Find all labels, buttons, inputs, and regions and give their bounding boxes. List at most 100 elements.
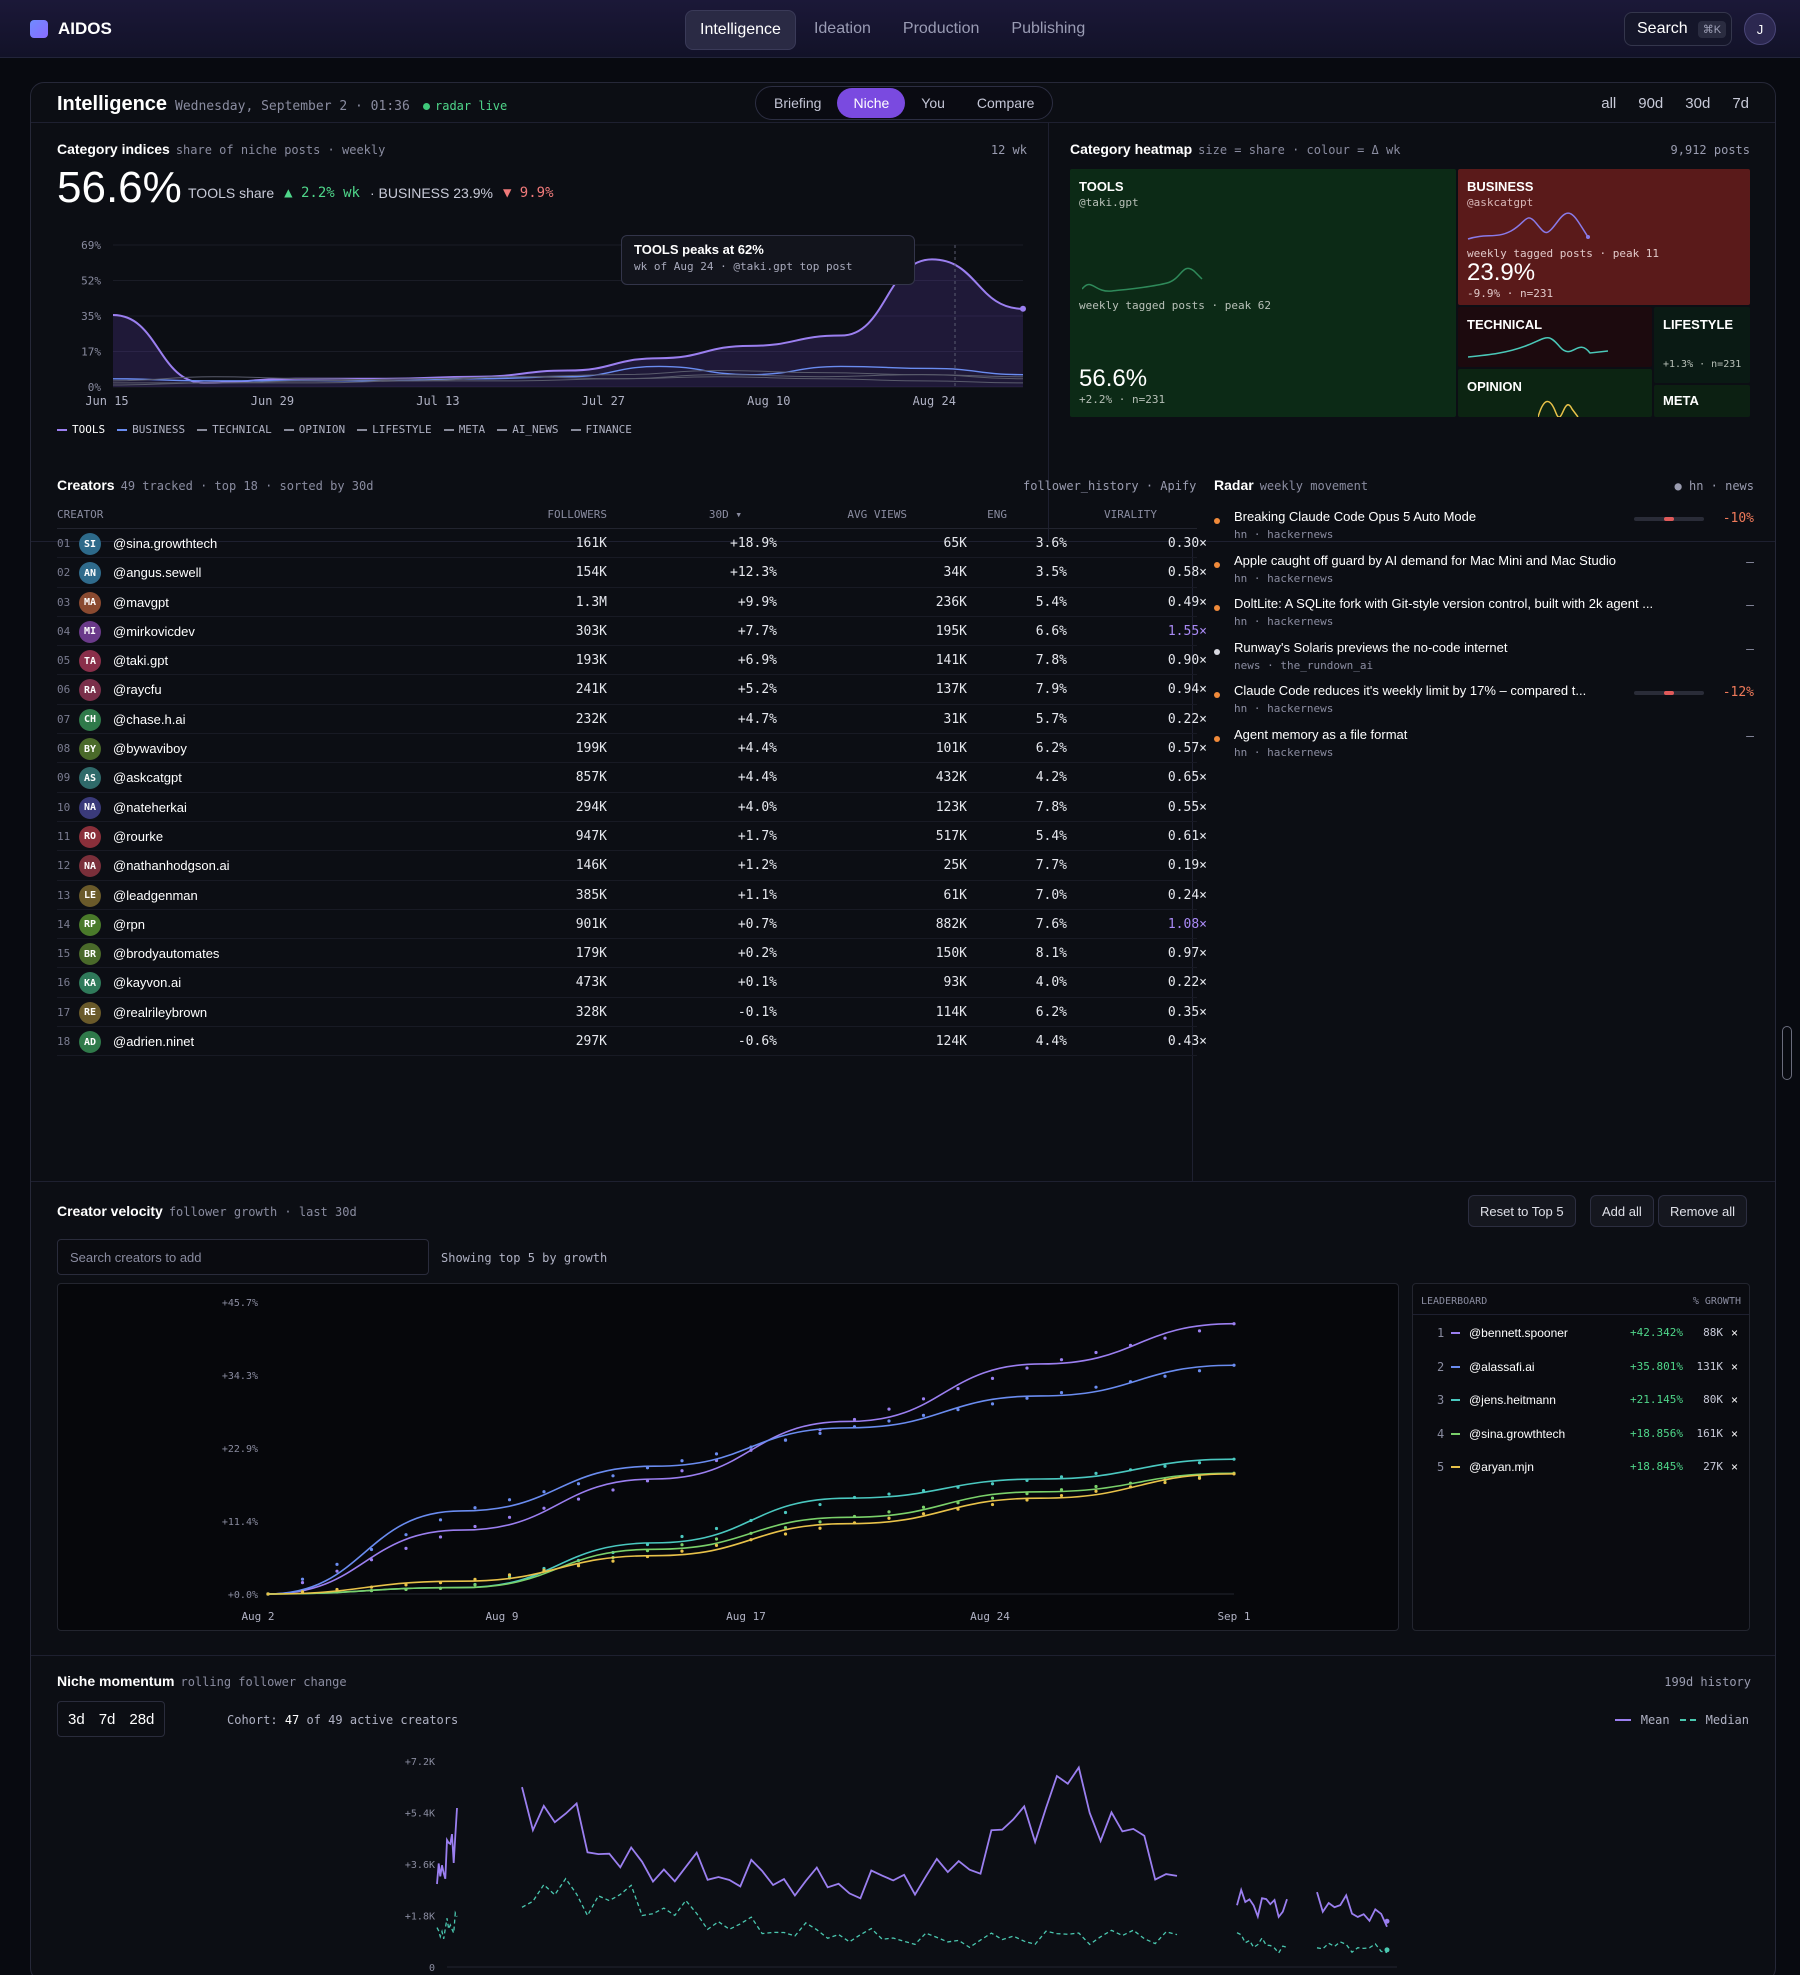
leaderboard-row[interactable]: 2 @alassafi.ai +35.801% 131K × [1413, 1350, 1749, 1384]
table-row[interactable]: NA 10 @nateherkai 294K +4.0% 123K 7.8% 0.55× [57, 793, 1207, 822]
tab-compare[interactable]: Compare [976, 95, 1035, 111]
creator-handle: @brodyautomates [113, 946, 220, 962]
remove-icon[interactable]: × [1731, 1359, 1739, 1374]
leaderboard-row[interactable]: 3 @jens.heitmann +21.145% 80K × [1413, 1383, 1749, 1417]
range-30d[interactable]: 30d [1685, 95, 1711, 112]
tab-niche[interactable]: Niche [837, 88, 906, 118]
momentum-subtitle: rolling follower change [180, 1675, 347, 1689]
reset-top5-button[interactable]: Reset to Top 5 [1468, 1195, 1576, 1227]
movement-value: — [1746, 554, 1754, 570]
leaderboard-row[interactable]: 4 @sina.growthtech +18.856% 161K × [1413, 1417, 1749, 1451]
legend-item[interactable]: BUSINESS [117, 423, 185, 436]
nav-production[interactable]: Production [902, 20, 980, 37]
table-row[interactable]: SI 01 @sina.growthtech 161K +18.9% 65K 3.6% 0.3… [57, 529, 1207, 559]
col-eng[interactable]: ENG [987, 508, 1007, 521]
search-button[interactable]: Search ⌘K [1624, 12, 1732, 46]
engagement-value: 7.7% [1035, 858, 1067, 874]
series-point [818, 1502, 822, 1507]
legend-item[interactable]: AI_NEWS [497, 423, 559, 436]
legend-item[interactable]: TECHNICAL [197, 423, 272, 436]
col-followers[interactable]: FOLLOWERS [547, 508, 607, 521]
nav-ideation[interactable]: Ideation [813, 20, 871, 37]
remove-icon[interactable]: × [1731, 1393, 1739, 1407]
table-row[interactable]: LE 13 @leadgenman 385K +1.1% 61K 7.0% 0.24× [57, 881, 1207, 910]
tile-business[interactable]: BUSINESS @askcatgpt weekly tagged posts … [1458, 169, 1750, 305]
legend-item[interactable]: OPINION [283, 423, 345, 436]
table-row[interactable]: BR 15 @brodyautomates 179K +0.2% 150K 8.1% 0.97… [57, 939, 1207, 969]
y-tick-label: +45.7% [222, 1298, 258, 1309]
remove-icon[interactable]: × [1731, 1426, 1739, 1441]
legend-label: TOOLS [72, 423, 106, 436]
tile-lifestyle[interactable]: LIFESTYLE +1.3% · n=231 [1654, 307, 1750, 383]
table-row[interactable]: AN 02 @angus.sewell 154K +12.3% 34K 3.5% 0.58× [57, 558, 1207, 588]
tab-you[interactable]: You [921, 95, 945, 111]
user-avatar[interactable]: J [1744, 13, 1776, 45]
radar-item[interactable]: DoltLite: A SQLite fork with Git-style v… [1214, 596, 1754, 639]
radar-item[interactable]: Apple caught off guard by AI demand for … [1214, 553, 1754, 596]
window-3d[interactable]: 3d [68, 1710, 85, 1728]
heatmap-subtitle: size = share · colour = Δ wk [1198, 143, 1401, 157]
radar-item[interactable]: Breaking Claude Code Opus 5 Auto Mode hn … [1214, 509, 1754, 552]
table-row[interactable]: RE 17 @realrileybrown 328K -0.1% 114K 6.2% 0.35… [57, 998, 1207, 1028]
legend-item[interactable]: TOOLS [57, 423, 105, 436]
table-row[interactable]: AD 18 @adrien.ninet 297K -0.6% 124K 4.4% 0.43× [57, 1027, 1207, 1057]
x-tick-label: Aug 24 [913, 394, 956, 408]
table-row[interactable]: NA 12 @nathanhodgson.ai 146K +1.2% 25K 7.7% 0.1… [57, 851, 1207, 881]
radar-item[interactable]: Runway's Solaris previews the no-code in… [1214, 640, 1754, 683]
col-virality[interactable]: VIRALITY [1104, 508, 1157, 521]
tile-meta[interactable]: META [1654, 385, 1750, 417]
legend-item[interactable]: FINANCE [570, 423, 632, 436]
followers-value: 901K [575, 916, 607, 932]
virality-value: 0.55× [1167, 799, 1207, 815]
radar-item[interactable]: Agent memory as a file format hn · hacker… [1214, 727, 1754, 770]
creator-search-input[interactable]: Search creators to add [57, 1239, 429, 1275]
col-30d[interactable]: 30D ▾ [708, 508, 742, 521]
scrollbar-thumb[interactable] [1782, 1026, 1792, 1080]
x-tick-label: Aug 17 [726, 1610, 766, 1623]
range-7d[interactable]: 7d [1732, 95, 1749, 112]
app-logo[interactable]: AIDOS [30, 19, 112, 39]
series-point [1163, 1480, 1167, 1485]
table-row[interactable]: MA 03 @mavgpt 1.3M +9.9% 236K 5.4% 0.49× [57, 588, 1207, 617]
tile-technical[interactable]: TECHNICAL [1458, 307, 1652, 367]
nav-intelligence[interactable]: Intelligence [685, 10, 796, 50]
col-avg-views[interactable]: AVG VIEWS [847, 508, 907, 521]
legend-item[interactable]: LIFESTYLE [357, 423, 432, 436]
remove-icon[interactable]: × [1731, 1460, 1739, 1474]
leaderboard-row[interactable]: 1 @bennett.spooner +42.342% 88K × [1413, 1316, 1749, 1350]
window-28d[interactable]: 28d [129, 1710, 155, 1728]
window-selector: 3d 7d 28d [57, 1701, 166, 1737]
table-row[interactable]: KA 16 @kayvon.ai 473K +0.1% 93K 4.0% 0.22× [57, 968, 1207, 998]
followers-value: 154K [575, 565, 607, 581]
window-7d[interactable]: 7d [98, 1710, 116, 1728]
radar-item[interactable]: Claude Code reduces it's weekly limit by… [1214, 683, 1754, 726]
table-row[interactable]: BY 08 @bywaviboy 199K +4.4% 101K 6.2% 0.57× [57, 734, 1207, 764]
range-all[interactable]: all [1601, 95, 1617, 112]
remove-all-button[interactable]: Remove all [1658, 1195, 1748, 1227]
tile-tools[interactable]: TOOLS @taki.gpt weekly tagged posts · pe… [1070, 169, 1456, 417]
col-creator[interactable]: CREATOR [57, 508, 104, 521]
leaderboard-row[interactable]: 5 @aryan.mjn +18.845% 27K × [1413, 1450, 1749, 1484]
range-90d[interactable]: 90d [1638, 95, 1664, 112]
page-title: Intelligence [57, 93, 168, 115]
table-row[interactable]: TA 05 @taki.gpt 193K +6.9% 141K 7.8% 0.90× [57, 646, 1207, 676]
nav-publishing[interactable]: Publishing [1011, 20, 1086, 37]
tile-tools-value: 56.6% [1079, 365, 1148, 392]
legend-item[interactable]: META [443, 423, 485, 436]
remove-icon[interactable]: × [1731, 1326, 1739, 1340]
table-row[interactable]: CH 07 @chase.h.ai 232K +4.7% 31K 5.7% 0.22× [57, 705, 1207, 735]
table-row[interactable]: RP 14 @rpn 901K +0.7% 882K 7.6% 1.08× [57, 910, 1207, 940]
table-row[interactable]: AS 09 @askcatgpt 857K +4.4% 432K 4.2% 0.65× [57, 763, 1207, 793]
creators-source: follower_history · Apify [1023, 479, 1197, 493]
table-row[interactable]: MI 04 @mirkovicdev 303K +7.7% 195K 6.6% 1.55× [57, 617, 1207, 647]
radar-headline: Runway's Solaris previews the no-code in… [1234, 639, 1508, 655]
lb-handle: @alassafi.ai [1469, 1359, 1535, 1374]
table-row[interactable]: RO 11 @rourke 947K +1.7% 517K 5.4% 0.61× [57, 822, 1207, 852]
y-tick-label: +34.3% [222, 1371, 258, 1382]
creator-handle: @taki.gpt [113, 653, 169, 669]
add-all-button[interactable]: Add all [1590, 1195, 1654, 1227]
table-row[interactable]: RA 06 @raycfu 241K +5.2% 137K 7.9% 0.94× [57, 675, 1207, 705]
tile-opinion[interactable]: OPINION [1458, 369, 1652, 417]
series-point [1232, 1363, 1236, 1367]
tab-briefing[interactable]: Briefing [774, 95, 822, 111]
